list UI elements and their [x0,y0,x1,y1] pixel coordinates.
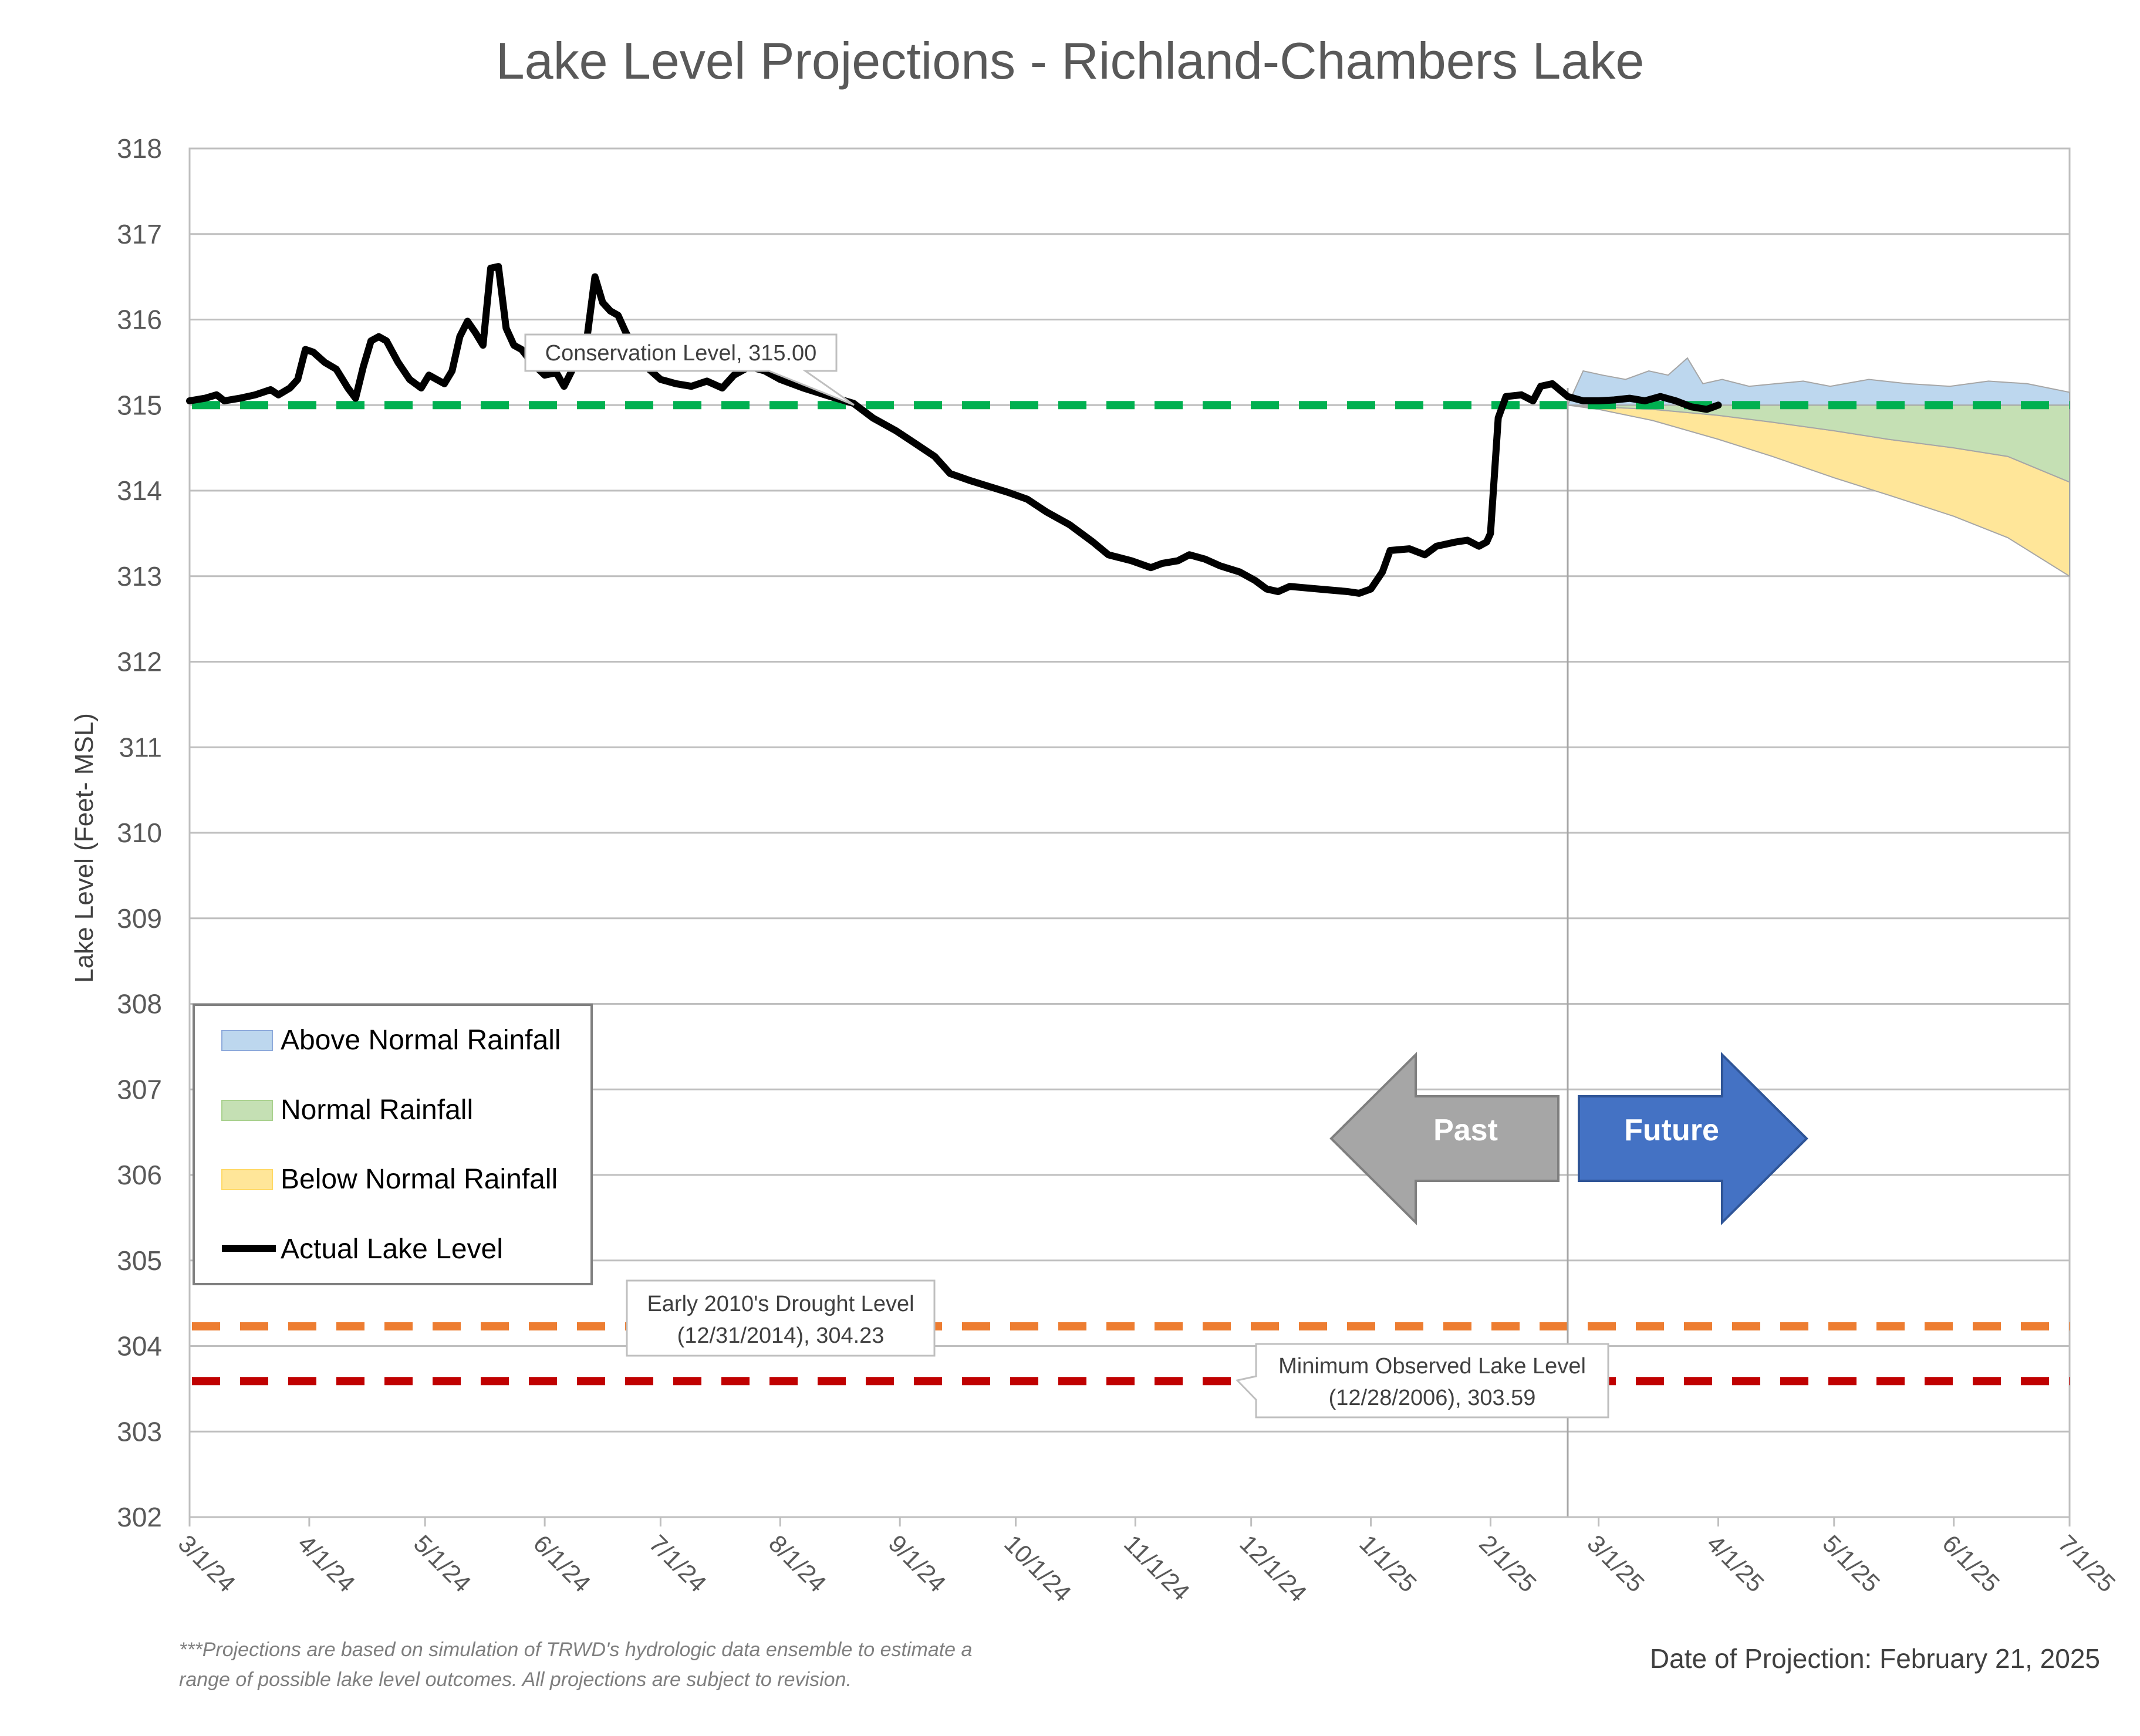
callout-box [524,333,855,406]
y-tick-label: 317 [117,219,162,249]
y-tick-label: 315 [117,390,162,420]
minimum-level-label-line2: (12/28/2006), 303.59 [1329,1386,1536,1410]
y-tick-labels: 302 303 304 305 306 307 308 309 310 311 312 313 314 3… [117,133,162,1532]
y-tick-label: 316 [117,305,162,335]
minimum-level-label-line1: Minimum Observed Lake Level [1278,1354,1586,1379]
axes [188,1516,2071,1526]
conservation-level-callout: Conservation Level, 315.00 [524,333,855,406]
projection-areas [1567,357,2070,577]
legend-box [193,1004,593,1285]
footnote-line1: ***Projections are based on simulation o… [179,1639,972,1661]
drought-level-label-line1: Early 2010's Drought Level [647,1292,914,1316]
past-arrow-shape [1329,1052,1560,1225]
y-tick-label: 302 [117,1502,162,1532]
projection-date-note: Date of Projection: February 21, 2025 [1650,1643,2100,1674]
legend-label-above-normal: Above Normal Rainfall [281,1025,561,1056]
y-tick-label: 311 [119,732,162,762]
y-tick-label: 310 [117,818,162,848]
y-axis-label: Lake Level (Feet- MSL) [70,713,99,983]
drought-level-callout: Early 2010's Drought Level (12/31/2014),… [626,1279,936,1357]
legend-swatch-normal [221,1100,273,1121]
callout-box [1236,1343,1609,1418]
actual-lake-level-series [186,263,1722,597]
y-tick-label: 304 [117,1331,162,1362]
future-arrow-shape [1578,1052,1808,1225]
legend: Above Normal Rainfall Normal Rainfall Be… [193,1004,593,1285]
callout-box [626,1279,936,1357]
legend-swatch-below-normal [221,1169,273,1190]
y-tick-label: 308 [117,989,162,1019]
future-arrow-label: Future [1624,1113,1719,1147]
y-tick-label: 303 [117,1416,162,1447]
actual-lake-level-line [186,263,1722,597]
y-tick-label: 307 [117,1074,162,1105]
legend-label-below-normal: Below Normal Rainfall [281,1164,558,1195]
footnote-line2: range of possible lake level outcomes. A… [179,1669,852,1691]
minimum-level-callout: Minimum Observed Lake Level (12/28/2006)… [1236,1343,1609,1418]
past-arrow: Past [1329,1052,1560,1225]
y-tick-label: 318 [117,133,162,164]
above-normal-area [1567,357,2070,406]
legend-swatch-above-normal [221,1030,273,1051]
future-arrow: Future [1578,1052,1808,1225]
y-tick-label: 314 [117,475,162,506]
reference-lines [192,401,2070,1386]
y-tick-label: 313 [117,561,162,592]
past-arrow-label: Past [1433,1113,1498,1147]
y-tick-label: 309 [117,903,162,934]
conservation-level-label: Conservation Level, 315.00 [545,341,817,366]
legend-label-actual-level: Actual Lake Level [281,1234,503,1265]
chart-title: Lake Level Projections - Richland-Chambe… [496,32,1645,90]
legend-label-normal: Normal Rainfall [281,1095,473,1126]
gridlines [188,147,2071,1518]
drought-level-label-line2: (12/31/2014), 304.23 [677,1323,885,1348]
y-tick-label: 305 [117,1245,162,1276]
y-tick-label: 312 [117,647,162,677]
y-tick-label: 306 [117,1160,162,1190]
